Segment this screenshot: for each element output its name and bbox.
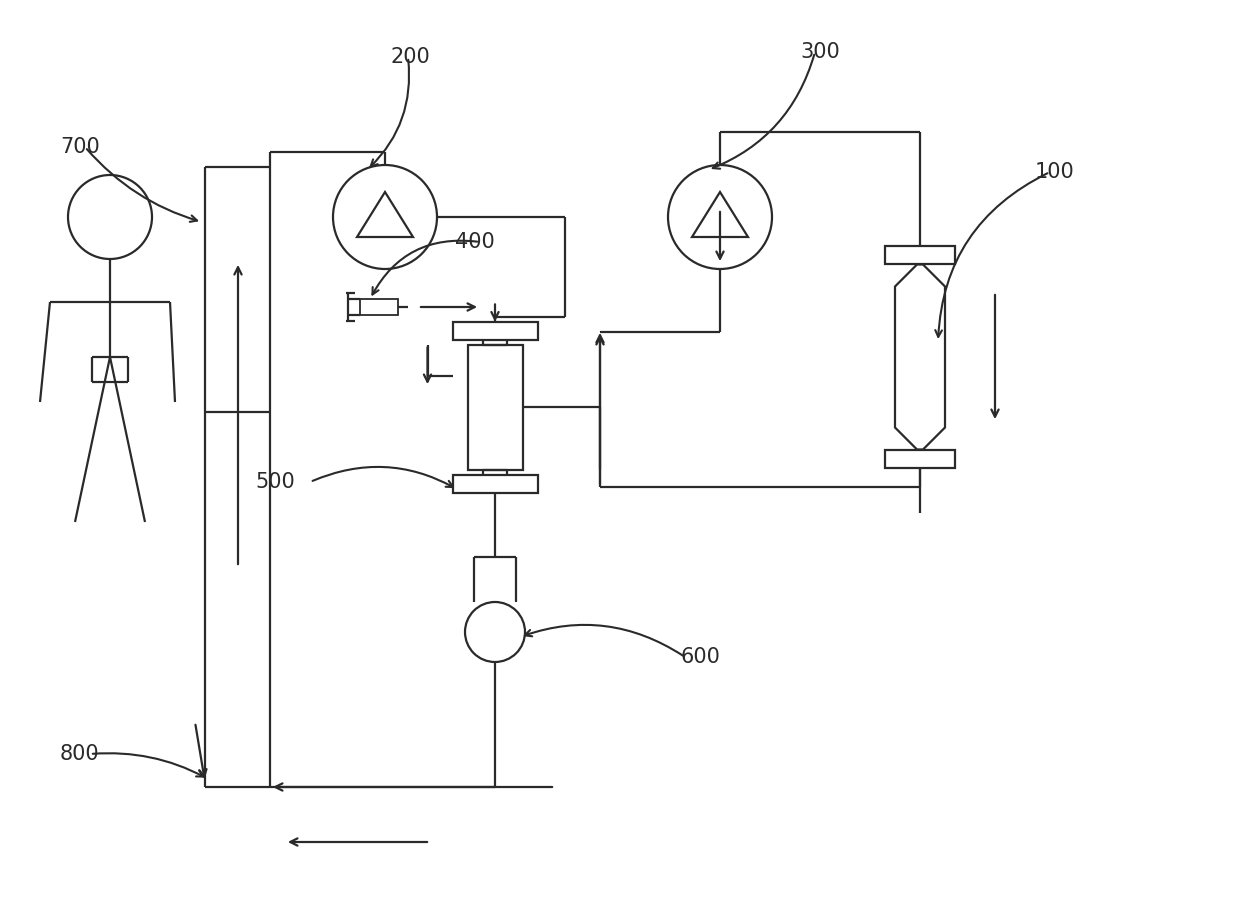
FancyBboxPatch shape	[885, 246, 955, 264]
Text: 500: 500	[255, 472, 295, 492]
Text: 800: 800	[60, 744, 99, 764]
FancyBboxPatch shape	[360, 299, 398, 315]
FancyBboxPatch shape	[453, 321, 537, 339]
FancyBboxPatch shape	[453, 474, 537, 492]
Text: 200: 200	[391, 47, 430, 67]
FancyBboxPatch shape	[885, 449, 955, 467]
Text: 400: 400	[455, 232, 495, 252]
Text: 300: 300	[800, 42, 839, 62]
Text: 700: 700	[60, 137, 99, 157]
Text: 600: 600	[680, 647, 720, 667]
Text: 100: 100	[1035, 162, 1075, 182]
FancyBboxPatch shape	[467, 345, 522, 470]
